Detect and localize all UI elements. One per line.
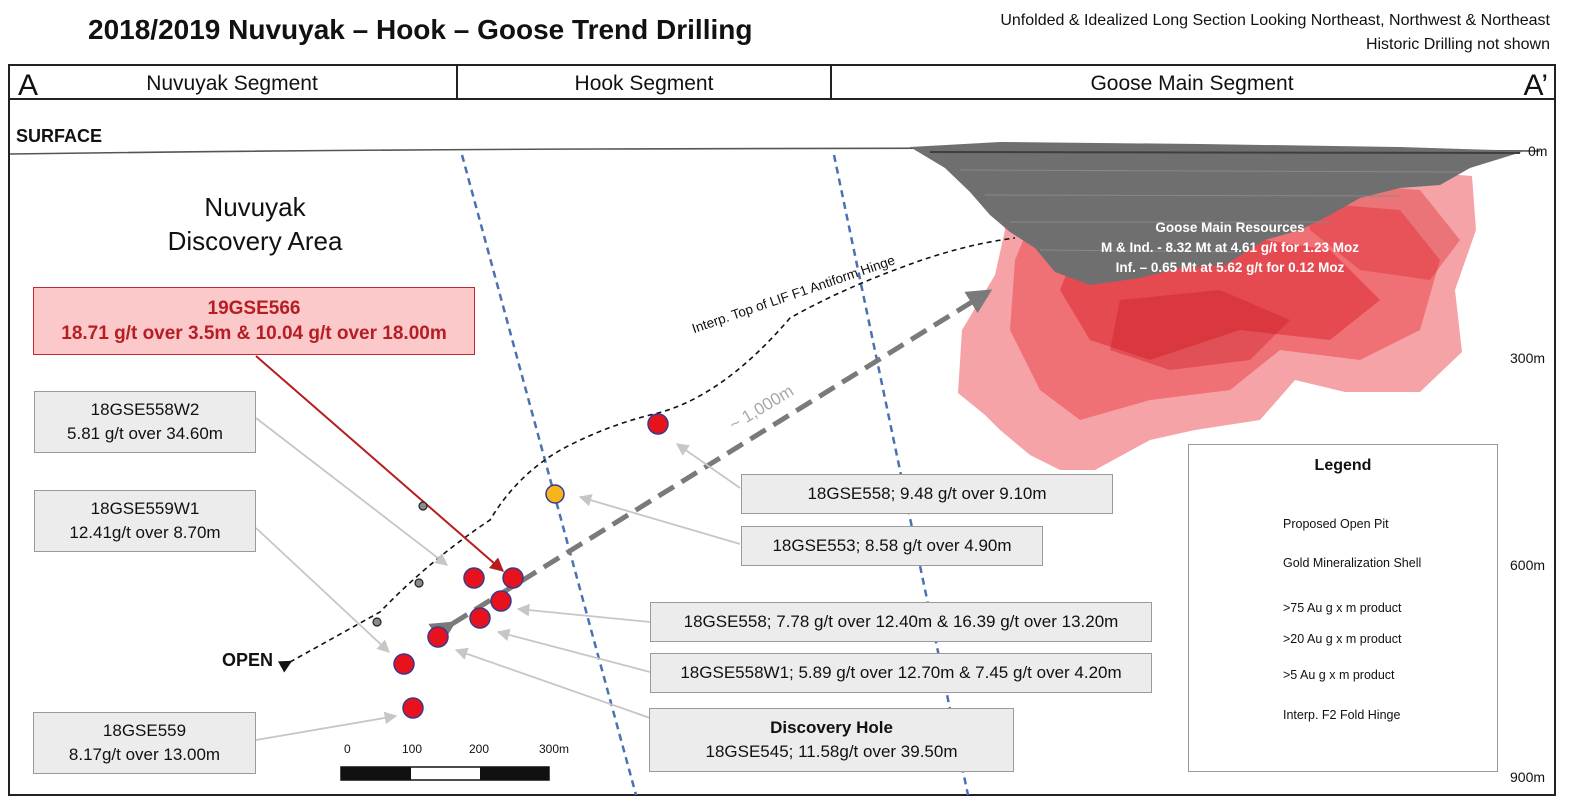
section-frame	[8, 64, 1556, 796]
callout-19gse566: 19GSE566 18.71 g/t over 3.5m & 10.04 g/t…	[33, 287, 475, 355]
callout-text: 8.17g/t over 13.00m	[68, 745, 221, 764]
resources-title: Goose Main Resources	[1155, 220, 1305, 235]
intercept-marker-red	[402, 697, 424, 719]
callout-18gse559: 18GSE559 8.17g/t over 13.00m	[33, 712, 256, 774]
resources-inferred: Inf. – 0.65 Mt at 5.62 g/t for 0.12 Moz	[1115, 260, 1345, 275]
callout-arrow-19gse566	[255, 355, 505, 572]
callout-title: 18GSE559W1	[90, 499, 200, 518]
callout-text: 18GSE558; 7.78 g/t over 12.40m & 16.39 g…	[683, 612, 1119, 631]
leader-arrow	[255, 527, 390, 653]
segment-goose-main: Goose Main Segment	[1090, 72, 1294, 95]
segment-divider	[830, 64, 832, 98]
intercept-marker-small	[418, 501, 428, 511]
scale-tick-100: 100	[402, 742, 423, 756]
distance-arrow	[428, 289, 993, 646]
intercept-marker-small	[372, 617, 382, 627]
discovery-area-line1: Nuvuyak	[204, 192, 306, 222]
callout-18gse558-b: 18GSE558; 7.78 g/t over 12.40m & 16.39 g…	[650, 602, 1152, 642]
segment-divider	[456, 64, 458, 98]
scale-bar	[340, 766, 550, 781]
legend-item-open-pit: Proposed Open Pit	[1283, 517, 1389, 531]
depth-label-900: 900m	[1510, 769, 1546, 785]
depth-label-0: 0m	[1528, 143, 1548, 159]
leader-arrow	[578, 494, 741, 545]
intercept-marker-red	[647, 413, 669, 435]
intercept-marker-red	[469, 607, 491, 629]
callout-title: Discovery Hole	[770, 718, 893, 737]
intercept-marker-red	[393, 653, 415, 675]
intercept-marker-yellow	[545, 484, 565, 504]
section-note-line2: Historic Drilling not shown	[1365, 36, 1550, 53]
legend-title: Legend	[1314, 457, 1372, 474]
f2-fold-hinge-line	[460, 154, 638, 796]
figure-title: 2018/2019 Nuvuyak – Hook – Goose Trend D…	[88, 14, 753, 45]
leader-arrow	[516, 603, 651, 623]
callout-text: 12.41g/t over 8.70m	[69, 523, 221, 542]
intercept-marker-red	[502, 567, 524, 589]
segment-header: A Nuvuyak Segment Hook Segment Goose Mai…	[8, 64, 1556, 102]
segment-nuvuyak: Nuvuyak Segment	[146, 72, 318, 95]
callout-text: 18GSE558; 9.48 g/t over 9.10m	[807, 484, 1047, 503]
callout-title: 18GSE559	[102, 721, 187, 740]
callout-discovery-hole: Discovery Hole 18GSE545; 11.58g/t over 3…	[649, 708, 1014, 772]
callout-title: 19GSE566	[207, 298, 301, 319]
depth-label-300: 300m	[1510, 350, 1546, 366]
legend-box: Legend Proposed Open Pit Gold Mineraliza…	[1188, 444, 1498, 772]
depth-label-600: 600m	[1510, 557, 1546, 573]
section-note-line1: Unfolded & Idealized Long Section Lookin…	[1000, 12, 1550, 29]
open-label: OPEN	[222, 650, 274, 670]
goose-resources-label: Goose Main Resources M & Ind. - 8.32 Mt …	[1030, 218, 1430, 278]
callout-text: 18GSE558W1; 5.89 g/t over 12.70m & 7.45 …	[680, 663, 1122, 682]
callout-text: 5.81 g/t over 34.60m	[67, 424, 223, 443]
callout-18gse559w1: 18GSE559W1 12.41g/t over 8.70m	[34, 490, 256, 552]
intercept-marker-small	[414, 578, 424, 588]
intercept-marker-red	[427, 626, 449, 648]
legend-item-20: >20 Au g x m product	[1283, 632, 1402, 646]
legend-item-shell: Gold Mineralization Shell	[1283, 556, 1422, 570]
legend-item-75: >75 Au g x m product	[1283, 601, 1402, 615]
intercept-marker-red	[490, 590, 512, 612]
discovery-area-line2: Discovery Area	[167, 226, 343, 256]
callout-title: 18GSE558W2	[90, 400, 200, 419]
section-end-left: A	[18, 69, 39, 102]
legend-item-fold-hinge: Interp. F2 Fold Hinge	[1283, 708, 1401, 722]
section-end-right: A’	[1523, 69, 1548, 102]
callout-text: 18GSE553; 8.58 g/t over 4.90m	[772, 536, 1012, 555]
leader-arrow	[255, 417, 448, 566]
resources-mind: M & Ind. - 8.32 Mt at 4.61 g/t for 1.23 …	[1100, 240, 1360, 255]
proposed-open-pit	[910, 142, 1525, 285]
callout-18gse558w1: 18GSE558W1; 5.89 g/t over 12.70m & 7.45 …	[650, 653, 1152, 693]
surface-label: SURFACE	[16, 126, 103, 146]
leader-arrow	[454, 647, 651, 719]
scale-tick-300: 300m	[539, 742, 570, 756]
scale-tick-200: 200	[469, 742, 490, 756]
discovery-area-label: Nuvuyak Discovery Area	[150, 190, 360, 258]
leader-arrow	[675, 443, 741, 489]
leader-arrow	[255, 711, 398, 741]
callout-18gse553: 18GSE553; 8.58 g/t over 4.90m	[741, 526, 1043, 566]
legend-item-5: >5 Au g x m product	[1283, 668, 1395, 682]
callout-18gse558-a: 18GSE558; 9.48 g/t over 9.10m	[741, 474, 1113, 514]
segment-hook: Hook Segment	[574, 72, 714, 95]
callout-text: 18GSE545; 11.58g/t over 39.50m	[705, 742, 958, 761]
drill-intercepts	[372, 413, 669, 719]
intercept-marker-red	[463, 567, 485, 589]
callout-18gse558w2: 18GSE558W2 5.81 g/t over 34.60m	[34, 391, 256, 453]
callout-text: 18.71 g/t over 3.5m & 10.04 g/t over 18.…	[61, 323, 447, 344]
scale-tick-0: 0	[344, 742, 351, 756]
leader-arrow	[496, 628, 651, 673]
